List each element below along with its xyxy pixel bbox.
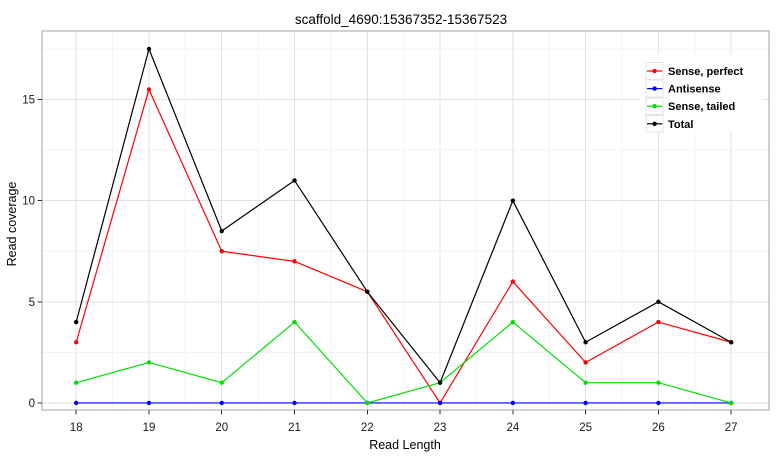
data-point-marker (74, 380, 79, 385)
x-axis-tick-label: 26 (652, 422, 665, 434)
data-point-marker (292, 400, 297, 406)
y-axis-tick-label: 15 (22, 95, 35, 107)
axis-ticks: 18 19 20 21 22 23 24 25 26 27 0 5 10 15 (22, 95, 737, 434)
data-point-marker (292, 319, 297, 325)
data-point-marker (219, 400, 224, 406)
y-axis-tick-label: 10 (22, 196, 35, 208)
data-point-marker (365, 400, 370, 406)
y-axis-tick-label: 5 (29, 297, 35, 309)
data-point-marker (146, 87, 152, 92)
data-point-marker (292, 259, 297, 264)
data-point-marker (510, 198, 516, 203)
data-point-marker (510, 400, 516, 406)
data-series (74, 46, 734, 406)
data-point-marker (146, 46, 152, 52)
legend-key-marker (652, 68, 657, 74)
data-point-marker (583, 380, 588, 385)
legend-item: Total (645, 114, 693, 133)
legend-item: Sense, tailed (645, 97, 735, 116)
data-point-marker (583, 340, 588, 345)
x-axis-tick-label: 20 (215, 422, 228, 434)
legend-key-marker (652, 86, 657, 91)
x-axis-tick-label: 18 (70, 422, 83, 434)
legend-key-marker (652, 104, 657, 109)
chart-title: scaffold_4690:15367352-15367523 (295, 12, 507, 27)
data-point-marker (146, 400, 152, 406)
data-point-marker (728, 400, 734, 406)
data-point-marker (728, 340, 734, 345)
x-axis-tick-label: 23 (434, 422, 447, 434)
data-point-marker (219, 380, 224, 385)
data-point-marker (365, 289, 370, 294)
series-line (75, 88, 732, 404)
series-line (76, 321, 732, 404)
y-axis-tick-label: 0 (29, 398, 35, 410)
data-point-marker (146, 360, 152, 365)
data-point-marker (292, 178, 297, 183)
x-axis-tick-label: 27 (725, 422, 738, 434)
x-axis-label: Read Length (369, 438, 441, 452)
legend-item: Sense, perfect (645, 62, 744, 80)
data-point-marker (74, 400, 79, 406)
legend: Sense, perfect Antisense Sense, tailed Tota… (640, 54, 763, 133)
data-point-marker (510, 279, 516, 284)
x-axis-tick-label: 25 (579, 422, 592, 434)
data-point-marker (583, 400, 588, 406)
x-axis-tick-label: 19 (143, 422, 156, 434)
data-point-marker (656, 319, 661, 325)
data-point-marker (437, 380, 443, 385)
data-point-marker (74, 340, 79, 345)
data-point-marker (219, 249, 224, 254)
data-point-marker (219, 228, 224, 234)
data-point-marker (437, 400, 443, 406)
legend-label: Sense, tailed (668, 101, 735, 113)
legend-label: Sense, perfect (668, 66, 744, 78)
legend-key-marker (652, 121, 657, 127)
data-point-marker (656, 380, 661, 385)
data-point-marker (510, 319, 516, 325)
panel-border (41, 30, 770, 411)
x-axis-tick-label: 22 (361, 422, 374, 434)
x-axis-tick-label: 21 (288, 422, 301, 434)
x-axis-tick-label: 24 (506, 422, 519, 434)
legend-label: Total (668, 119, 693, 131)
data-point-marker (656, 400, 661, 406)
series-line (75, 48, 732, 384)
legend-item: Antisense (645, 79, 721, 98)
data-point-marker (74, 319, 79, 325)
y-axis-label: Read coverage (5, 182, 19, 267)
data-point-marker (656, 299, 661, 305)
data-point-marker (583, 360, 588, 365)
legend-label: Antisense (668, 84, 721, 96)
